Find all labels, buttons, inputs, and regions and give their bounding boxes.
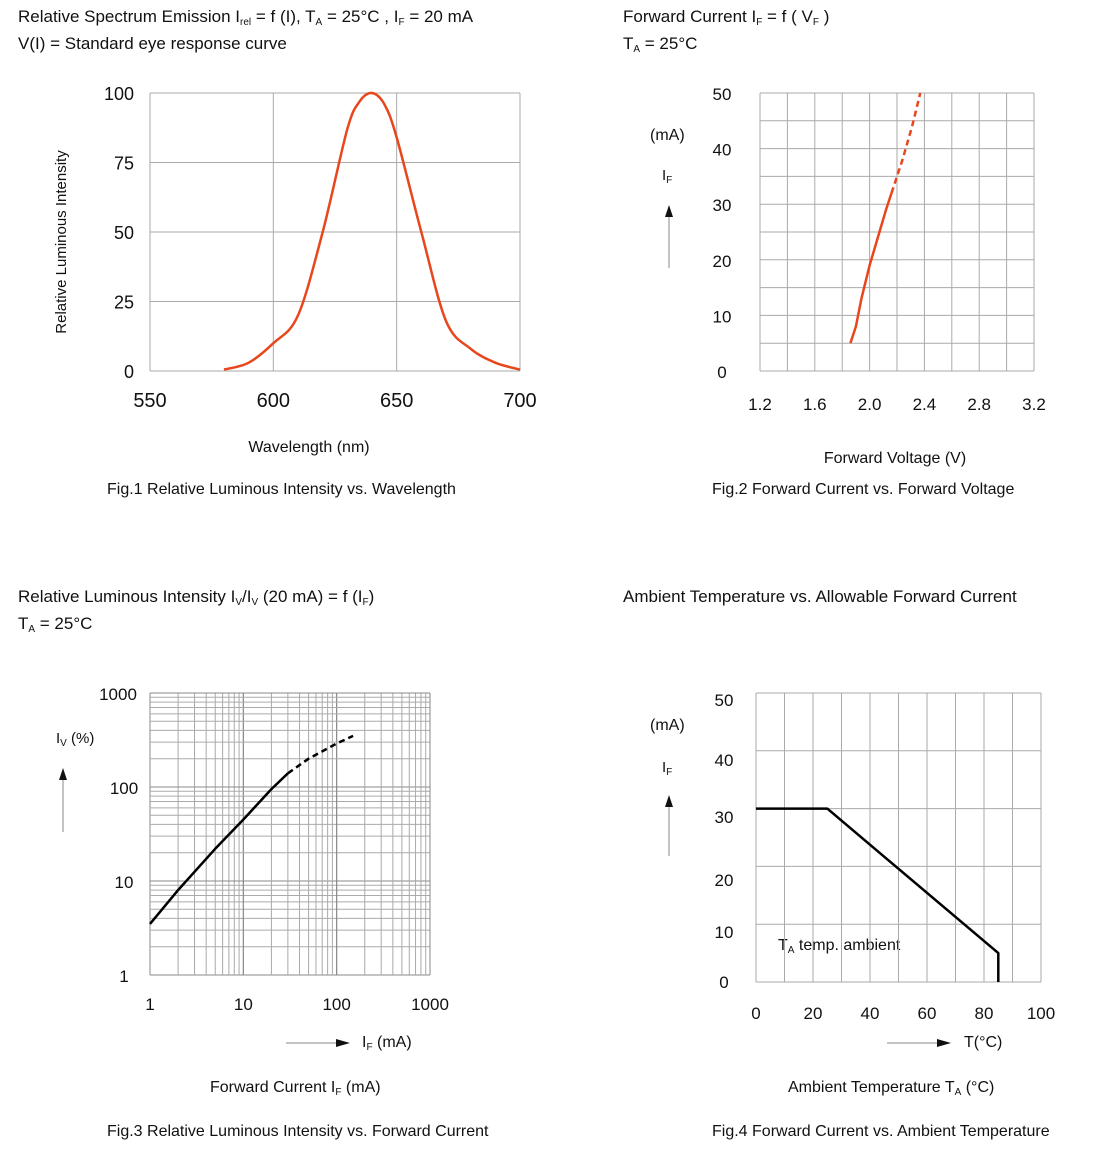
fig1-subtitle: V(I) = Standard eye response curve	[18, 34, 287, 53]
fig1-ytick-label: 0	[124, 362, 134, 382]
fig3-ytick-label: 10	[115, 873, 134, 892]
fig4-xtick-label: 60	[918, 1004, 937, 1023]
fig4-x-arrow-label: T(°C)	[964, 1034, 1003, 1051]
fig1-series-spectrum	[223, 91, 521, 371]
fig1-ytick-label: 75	[114, 154, 134, 174]
fig1-ytick-label: 25	[114, 293, 134, 313]
fig4-ytick-label: 30	[715, 808, 734, 827]
fig4-xtick-label: 40	[861, 1004, 880, 1023]
fig4-annotation: TA temp. ambient	[778, 937, 901, 956]
fig3-xtick-label: 1000	[411, 995, 449, 1014]
fig1-xtick-label: 600	[257, 390, 290, 412]
fig1-ytick-label: 100	[104, 84, 134, 104]
fig2-xtick-label: 1.2	[748, 395, 772, 414]
fig3-x-arrow-label: IF (mA)	[362, 1034, 412, 1053]
fig2-ytick-label: 20	[713, 252, 732, 271]
fig2-xtick-label: 1.6	[803, 395, 827, 414]
fig4-ytick-label: 50	[715, 691, 734, 710]
fig3-subtitle: TA = 25°C	[18, 614, 93, 635]
fig4-caption: Fig.4 Forward Current vs. Ambient Temper…	[712, 1123, 1050, 1140]
fig4-title: Ambient Temperature vs. Allowable Forwar…	[623, 587, 1017, 606]
fig2-series-extrapolated	[890, 92, 922, 194]
fig4-xtick-label: 100	[1027, 1004, 1055, 1023]
fig4-ytick-label: 0	[719, 973, 728, 992]
fig4-ylabel-unit: (mA)	[650, 717, 685, 734]
fig3-title: Relative Luminous Intensity IV/IV (20 mA…	[18, 587, 375, 608]
fig2-title: Forward Current IF = f ( VF )	[623, 7, 830, 28]
fig4-xtick-label: 20	[804, 1004, 823, 1023]
fig2-xtick-label: 2.4	[913, 395, 937, 414]
fig2-ytick-label: 30	[713, 196, 732, 215]
fig1-title: Relative Spectrum Emission Irel = f (I),…	[18, 7, 474, 28]
fig4-ylabel-symbol: IF	[662, 759, 673, 778]
fig1-xtick-label: 700	[503, 390, 536, 412]
fig3-caption: Fig.3 Relative Luminous Intensity vs. Fo…	[107, 1123, 489, 1140]
fig4-ytick-label: 20	[715, 871, 734, 890]
fig2-series-measured	[849, 192, 893, 344]
fig4-series-derating	[756, 807, 1000, 982]
fig2-y-arrow-head	[665, 205, 673, 217]
fig1-xlabel: Wavelength (nm)	[248, 439, 369, 456]
fig2-ytick-label: 0	[717, 363, 726, 382]
fig1-ylabel: Relative Luminous Intensity	[53, 150, 70, 334]
fig1-ytick-label: 50	[114, 223, 134, 243]
fig3-series-measured	[149, 772, 289, 925]
fig4-y-arrow-head	[665, 795, 673, 807]
fig2-caption: Fig.2 Forward Current vs. Forward Voltag…	[712, 481, 1015, 498]
fig2-xtick-label: 2.0	[858, 395, 882, 414]
fig1-xtick-label: 650	[380, 390, 413, 412]
fig3-y-arrow-head	[59, 768, 67, 780]
fig2-ylabel-unit: (mA)	[650, 127, 685, 144]
fig4-ytick-label: 40	[715, 751, 734, 770]
fig3-xtick-label: 100	[322, 995, 350, 1014]
fig4-xlabel: Ambient Temperature TA (°C)	[788, 1079, 995, 1098]
fig2-subtitle: TA = 25°C	[623, 34, 698, 55]
fig2-ytick-label: 50	[713, 85, 732, 104]
fig1-caption: Fig.1 Relative Luminous Intensity vs. Wa…	[107, 481, 456, 498]
fig3-ylabel: IV (%)	[56, 730, 95, 749]
fig3-xtick-label: 1	[145, 995, 154, 1014]
fig1-xtick-label: 550	[133, 390, 166, 412]
fig3-xtick-label: 10	[234, 995, 253, 1014]
fig3-series-extrapolated	[287, 734, 354, 775]
fig2-ytick-label: 40	[713, 141, 732, 160]
fig4-x-arrow-head	[937, 1039, 951, 1047]
fig3-ytick-label: 1000	[99, 685, 137, 704]
fig3-xlabel: Forward Current IF (mA)	[210, 1079, 381, 1098]
fig4-xtick-label: 0	[751, 1004, 760, 1023]
fig3-ytick-label: 1	[119, 967, 128, 986]
fig4-ytick-label: 10	[715, 923, 734, 942]
fig2-xtick-label: 2.8	[967, 395, 991, 414]
fig3-ytick-label: 100	[110, 779, 138, 798]
fig2-ylabel-symbol: IF	[662, 167, 673, 186]
fig4-xtick-label: 80	[975, 1004, 994, 1023]
fig2-xtick-label: 3.2	[1022, 395, 1046, 414]
fig3-x-arrow-head	[336, 1039, 350, 1047]
fig2-xlabel: Forward Voltage (V)	[824, 450, 966, 467]
fig2-ytick-label: 10	[713, 307, 732, 326]
